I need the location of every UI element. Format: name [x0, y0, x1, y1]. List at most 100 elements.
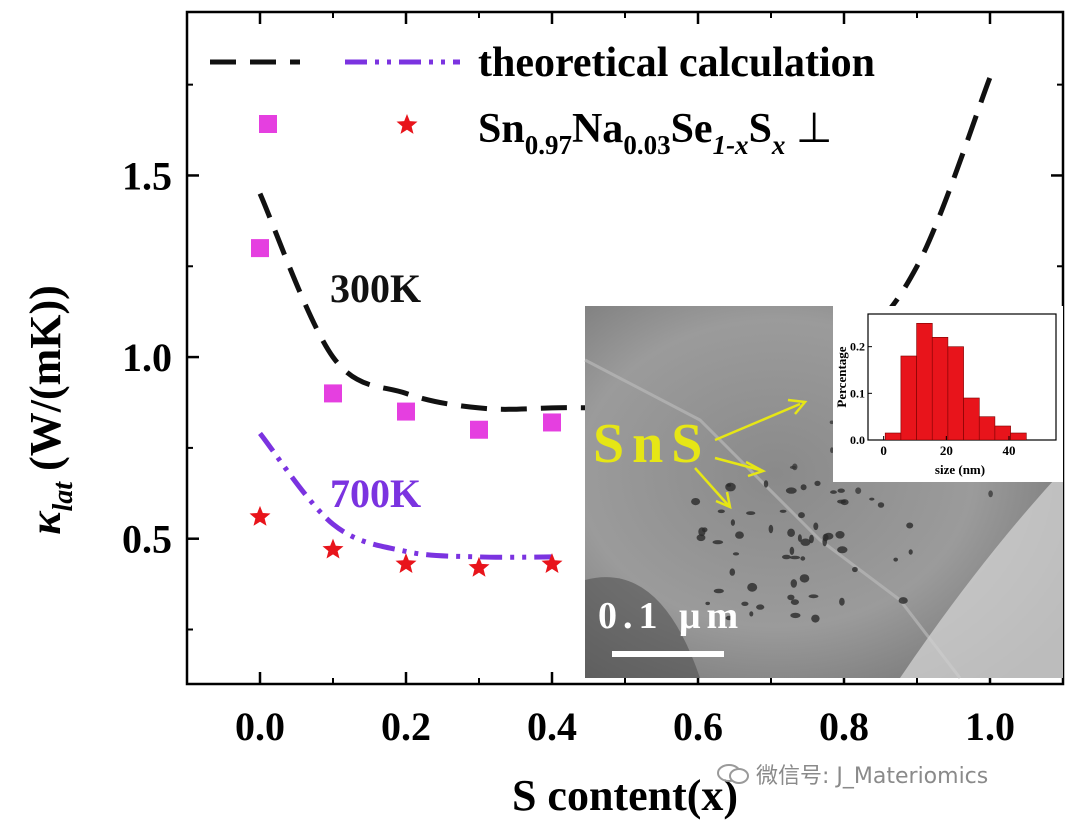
precipitate — [808, 594, 819, 599]
series-line-dashdot — [258, 431, 553, 560]
histogram-x-label: size (nm) — [935, 462, 985, 477]
precipitate — [787, 594, 795, 601]
precipitate — [725, 482, 736, 492]
legend-label-sample: Sn0.97Na0.03Se1-xSx ⊥ — [478, 106, 833, 160]
precipitate — [824, 532, 834, 540]
tem-arrows — [694, 398, 808, 510]
precipitate — [782, 554, 791, 560]
precipitate — [829, 420, 834, 425]
legend-star-marker — [396, 114, 418, 134]
histogram-y-tick-label: 0.2 — [850, 340, 865, 354]
precipitate — [877, 502, 885, 508]
histogram-inset: 0 20 40 0.0 0.1 0.2 Percentage size (nm) — [833, 306, 1063, 482]
precipitate — [790, 599, 800, 605]
star-point — [322, 538, 344, 559]
star-point — [395, 553, 417, 573]
precipitate — [691, 498, 701, 506]
precipitate — [813, 522, 819, 531]
precipitate — [790, 579, 797, 588]
star-point — [468, 556, 490, 577]
precipitate — [717, 509, 725, 514]
precipitate — [730, 519, 736, 526]
watermark-text: 微信号: J_Materiomics — [756, 764, 989, 789]
histogram-x-tick-label: 40 — [1003, 443, 1016, 458]
precipitate — [800, 484, 807, 491]
histogram-bar — [963, 397, 980, 440]
precipitate — [893, 557, 898, 562]
precipitate — [839, 597, 845, 606]
histogram-y-tick-label: 0.0 — [850, 433, 865, 447]
precipitate — [726, 483, 732, 487]
precipitate — [799, 574, 810, 583]
histogram-bar — [884, 432, 902, 440]
histogram-y-tick-label: 0.1 — [850, 386, 865, 400]
legend-square-marker — [259, 115, 277, 133]
histogram-bar — [978, 416, 996, 440]
tem-arrow-2 — [714, 456, 767, 478]
precipitate — [789, 546, 795, 556]
histogram-axes: 0 20 40 0.0 0.1 0.2 — [850, 340, 1016, 458]
tem-arrow-1 — [714, 398, 808, 442]
precipitate — [898, 597, 908, 604]
data-points — [249, 239, 563, 577]
histogram-bar — [900, 355, 917, 440]
tem-grain-boundary — [584, 358, 962, 679]
precipitate — [749, 611, 754, 617]
legend: theoretical calculation Sn0.97Na0.03Se1-… — [210, 40, 875, 160]
precipitate — [855, 487, 862, 495]
precipitate — [906, 522, 914, 529]
star-point — [249, 505, 271, 526]
square-point — [251, 239, 269, 258]
precipitate — [725, 615, 733, 621]
histogram-bars — [884, 322, 1027, 440]
precipitate — [747, 582, 758, 592]
precipitate — [822, 537, 827, 547]
y-tick-label: 1.5 — [122, 153, 172, 198]
y-axis-label: κlat (W/(mK)) — [21, 285, 79, 535]
precipitate — [800, 538, 811, 546]
precipitate — [713, 588, 724, 594]
precipitate — [852, 566, 858, 573]
precipitate — [741, 601, 749, 606]
annotation-700k: 700K — [330, 471, 421, 516]
y-tick-label: 0.5 — [122, 517, 172, 562]
x-tick-label: 0.2 — [381, 704, 431, 749]
precipitate — [785, 487, 797, 494]
legend-label-theory: theoretical calculation — [478, 40, 875, 86]
histogram-y-label: Percentage — [834, 346, 849, 407]
histogram-bar — [994, 425, 1011, 440]
histogram-bar — [931, 336, 949, 440]
histogram-x-tick-label: 20 — [940, 443, 953, 458]
precipitate — [729, 568, 736, 576]
precipitate — [830, 447, 834, 454]
watermark: 微信号: J_Materiomics — [716, 758, 988, 790]
square-point — [324, 384, 342, 403]
precipitate — [837, 488, 845, 493]
precipitate — [797, 534, 802, 542]
x-tick-label: 0.6 — [673, 704, 723, 749]
histogram-bar — [947, 346, 964, 440]
x-tick-label: 0.8 — [819, 704, 869, 749]
x-tick-label: 0.4 — [527, 704, 577, 749]
precipitate — [988, 490, 993, 498]
x-axis-label: S content(x) — [512, 771, 738, 820]
precipitate — [787, 528, 795, 537]
y-tick-label: 1.0 — [122, 335, 172, 380]
precipitate — [837, 499, 846, 504]
precipitate — [790, 612, 801, 619]
x-tick-label: 0.0 — [235, 704, 285, 749]
tem-precipitates — [691, 411, 1013, 623]
annotation-300k: 300K — [330, 266, 421, 311]
y-axis-subscript: lat — [48, 481, 79, 512]
square-point — [543, 413, 561, 432]
precipitate — [746, 511, 756, 515]
precipitate — [768, 524, 774, 534]
precipitate — [763, 480, 769, 488]
histogram-x-tick-label: 0 — [880, 443, 887, 458]
square-point — [397, 402, 415, 421]
star-point — [541, 553, 563, 573]
wechat-icon — [716, 763, 750, 785]
precipitate — [732, 552, 740, 556]
y-axis-symbol: κ — [21, 510, 70, 535]
tem-phase-label: SnS — [593, 413, 710, 475]
